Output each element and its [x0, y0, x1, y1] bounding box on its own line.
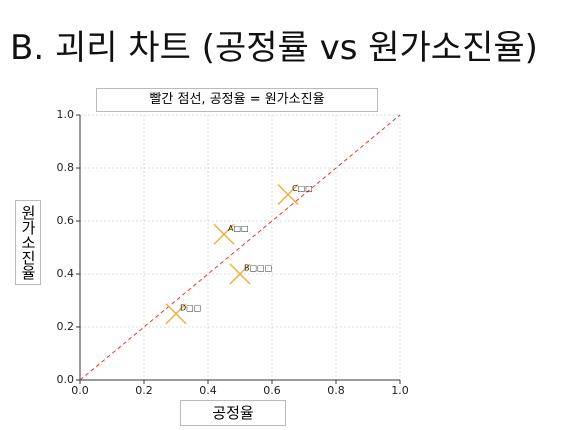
annotation: 빨간 점선, 공정율 = 원가소진율 [96, 88, 378, 112]
x-tick-label: 0.6 [263, 384, 281, 397]
x-tick-label: 1.0 [391, 384, 409, 397]
y-tick-label: 0.6 [57, 214, 75, 227]
slide-title: B. 괴리 차트 (공정률 vs 원가소진율) [10, 28, 538, 68]
y-tick-label: 0.4 [57, 267, 75, 280]
x-tick-label: 0.4 [199, 384, 217, 397]
y-tick-label: 1.0 [57, 108, 75, 121]
x-tick-label: 0.2 [135, 384, 153, 397]
marker [213, 223, 235, 245]
point-label: C□□ [292, 184, 313, 193]
marker [277, 183, 299, 206]
x-tick-label: 0.8 [327, 384, 345, 397]
point-label: B□□□ [244, 264, 272, 273]
x-axis-label: 공정율 [180, 400, 286, 426]
point-label: D□□ [180, 303, 201, 312]
x-tick-label: 0.0 [71, 384, 89, 397]
y-tick-label: 0.2 [57, 320, 75, 333]
marker [165, 303, 187, 325]
y-tick-label: 0.8 [57, 161, 75, 174]
reference-line [79, 114, 401, 381]
y-axis-label: 원가소진율 [15, 200, 41, 285]
y-tick-label: 0.0 [57, 373, 75, 386]
marker [229, 263, 251, 285]
point-label: A□□ [228, 224, 249, 233]
